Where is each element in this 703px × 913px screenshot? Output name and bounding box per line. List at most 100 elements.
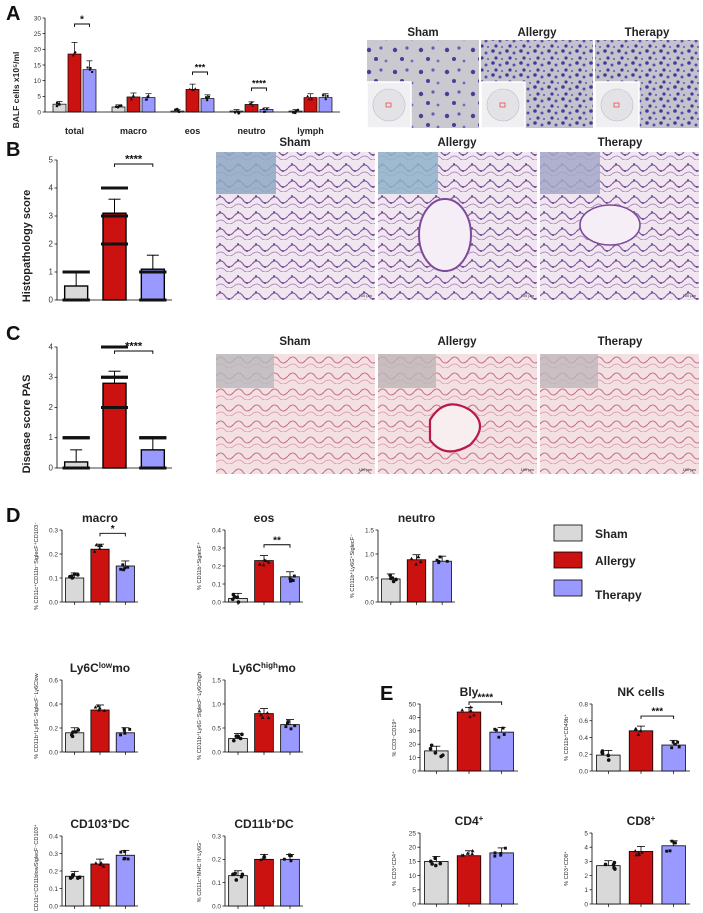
- data-point: [248, 102, 252, 106]
- chart-title: neutro: [398, 511, 435, 525]
- y-tick-label: 0.0: [49, 599, 58, 606]
- y-tick-label: 0.2: [49, 868, 58, 875]
- data-point: [612, 866, 616, 870]
- significance-bracket: [114, 163, 154, 167]
- data-point: [293, 724, 297, 728]
- data-point: [433, 863, 438, 868]
- data-point: [232, 738, 236, 743]
- y-tick-label: 3: [49, 373, 54, 382]
- y-tick-label: 0.2: [579, 752, 588, 759]
- title-superscript: +: [651, 814, 656, 823]
- data-point: [257, 709, 262, 713]
- bar-therapy: [661, 744, 686, 772]
- data-point: [240, 732, 244, 737]
- data-point: [324, 98, 327, 101]
- data-point: [264, 558, 268, 563]
- data-point: [62, 466, 90, 470]
- inset-pas-allergy: [378, 354, 436, 388]
- category-label: lymph: [297, 126, 324, 136]
- data-point: [428, 746, 433, 751]
- data-point: [101, 864, 106, 868]
- y-tick-label: 0.0: [579, 768, 588, 775]
- data-point: [122, 568, 125, 572]
- chart-d-4: 0.0 0.5 1.0 1.5 Ly6Chighmo % CD11b⁺Ly6G⁻Sigle…: [196, 661, 303, 760]
- data-point: [76, 728, 81, 732]
- panel-letter-a: A: [6, 3, 20, 25]
- y-axis-label: % CD11b⁺SiglecF⁺: [196, 542, 203, 590]
- data-point: [292, 574, 296, 578]
- y-tick-label: 0.2: [49, 725, 58, 732]
- y-tick-label: 1.0: [365, 551, 374, 558]
- y-tick-label: 0.4: [212, 527, 221, 534]
- bar-allergy: [456, 711, 482, 772]
- data-point: [145, 98, 148, 101]
- data-point: [433, 856, 437, 861]
- y-axis-label: % CD11c⁺CD11b⁻SiglecF⁺CD103⁻: [33, 522, 40, 610]
- y-axis-label: % CD3⁺CD8⁺: [563, 851, 570, 886]
- data-point: [310, 98, 313, 101]
- y-tick-label: 0: [584, 901, 588, 908]
- significance-stars: *: [111, 524, 115, 535]
- chart-d-3: 0.0 0.2 0.4 0.6 Ly6Clowmo % CD11b⁺Ly6G⁻Siglec…: [33, 661, 138, 759]
- scalebar-label: 100 µm: [683, 293, 697, 298]
- y-tick-label: 15: [409, 859, 417, 866]
- data-point: [673, 841, 677, 845]
- y-tick-label: 20: [409, 845, 417, 852]
- y-tick-label: 2: [584, 873, 588, 880]
- data-point: [289, 579, 292, 583]
- panel-letter-e: E: [380, 683, 393, 705]
- data-point: [91, 70, 94, 73]
- micrograph-label-sham: Sham: [407, 27, 438, 39]
- data-point: [234, 734, 239, 738]
- y-tick-label: 1.5: [212, 677, 221, 684]
- data-point: [123, 566, 127, 570]
- data-point: [262, 110, 266, 113]
- y-tick-label: 0.4: [49, 701, 58, 708]
- data-point: [262, 854, 267, 859]
- y-tick-label: 10: [34, 78, 42, 85]
- data-point: [262, 107, 265, 110]
- data-point: [394, 577, 398, 582]
- chart-title: Ly6Clowmo: [70, 661, 130, 676]
- bar-allergy: [90, 863, 110, 907]
- bar-sham-neutro: [229, 110, 244, 113]
- y-axis-label: % CD3⁻CD19⁺: [391, 718, 398, 756]
- y-tick-label: 0.6: [579, 718, 588, 725]
- data-point: [139, 298, 167, 302]
- bar-sham: [65, 732, 85, 753]
- significance-stars: ****: [478, 693, 494, 704]
- bar-therapy-total: [82, 69, 97, 113]
- micrograph-label-allergy: Allergy: [518, 27, 558, 39]
- data-point: [230, 597, 235, 602]
- data-point: [101, 375, 128, 379]
- bar-therapy: [280, 858, 300, 907]
- inset-pas-therapy: [540, 354, 598, 388]
- data-point: [264, 110, 267, 113]
- bar-allergy: [90, 709, 110, 753]
- title-superscript: high: [261, 661, 278, 670]
- y-tick-label: 0.1: [49, 575, 58, 582]
- data-point: [671, 740, 675, 744]
- data-point: [207, 95, 210, 98]
- chart-e-1: 0.0 0.2 0.4 0.6 0.8 NK cells % CD11b⁺CD49b⁺ ***: [563, 685, 690, 775]
- data-point: [190, 88, 194, 91]
- y-tick-label: 5: [49, 155, 54, 164]
- y-axis-label: % CD3⁺CD4⁺: [391, 851, 398, 886]
- panel-a-micrographs: Sham Allergy Therapy: [366, 27, 699, 129]
- data-point: [321, 94, 325, 97]
- data-point: [94, 543, 99, 547]
- y-tick-label: 0: [49, 295, 54, 304]
- legend-swatch-sham: [553, 524, 583, 542]
- y-tick-label: 20: [409, 742, 417, 749]
- y-tick-label: 30: [34, 15, 42, 22]
- significance-stars: ****: [252, 79, 267, 89]
- data-point: [193, 87, 197, 90]
- bar-allergy: [406, 559, 427, 603]
- scalebar-label: 100 µm: [359, 293, 373, 298]
- significance-stars: **: [273, 535, 281, 546]
- chart-title: CD8+: [627, 814, 656, 829]
- title-superscript: low: [99, 661, 113, 670]
- chart-title: NK cells: [617, 685, 665, 699]
- data-point: [633, 728, 638, 732]
